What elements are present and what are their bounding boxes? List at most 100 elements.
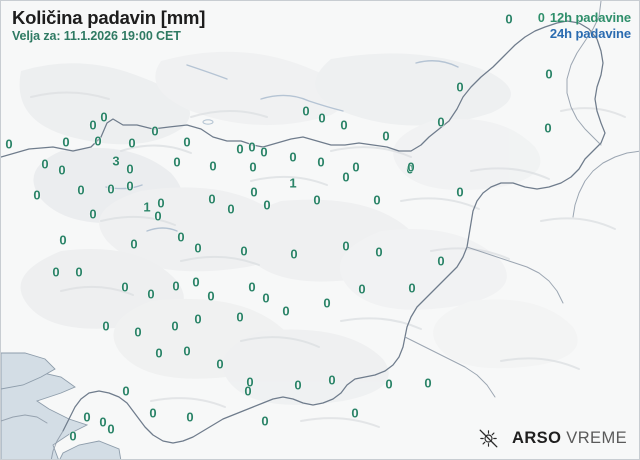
station-value: 0	[134, 324, 142, 340]
station-value: 1	[143, 199, 151, 215]
station-value: 0	[157, 195, 165, 211]
station-value: 0	[408, 280, 416, 296]
station-value: 0	[126, 178, 134, 194]
station-value: 0	[100, 109, 108, 125]
station-value: 0	[317, 154, 325, 170]
station-value: 0	[246, 374, 254, 390]
station-value: 0	[130, 236, 138, 252]
station-value: 0	[183, 134, 191, 150]
station-value: 0	[437, 114, 445, 130]
station-value: 0	[340, 117, 348, 133]
station-value: 0	[59, 232, 67, 248]
station-value: 0	[373, 192, 381, 208]
station-value: 0	[240, 243, 248, 259]
slovenia-border	[1, 20, 606, 444]
station-value: 0	[227, 201, 235, 217]
station-value: 0	[126, 161, 134, 177]
station-value: 0	[171, 318, 179, 334]
station-value: 0	[177, 229, 185, 245]
station-value: 0	[294, 377, 302, 393]
station-value: 0	[107, 181, 115, 197]
station-value: 0	[62, 134, 70, 150]
legend-label-24h: 24h padavine	[549, 25, 631, 41]
station-value: 0	[437, 253, 445, 269]
station-value: 0	[248, 279, 256, 295]
station-value: 0	[33, 187, 41, 203]
legend-item-24h: 0 24h padavine	[538, 26, 631, 42]
station-value: 0	[290, 246, 298, 262]
station-value: 0	[261, 413, 269, 429]
station-value: 0	[358, 281, 366, 297]
station-value: 0	[192, 274, 200, 290]
station-value: 0	[236, 141, 244, 157]
station-value: 0	[302, 103, 310, 119]
station-value: 0	[244, 383, 252, 399]
station-value: 0	[102, 318, 110, 334]
station-value: 0	[147, 286, 155, 302]
legend-label-12h: 12h padavine	[549, 10, 631, 25]
station-value: 0	[263, 197, 271, 213]
station-value: 0	[89, 117, 97, 133]
station-value: 0	[236, 309, 244, 325]
station-value: 0	[342, 238, 350, 254]
station-value: 0	[99, 414, 107, 430]
station-value: 0	[544, 120, 552, 136]
station-value: 0	[424, 375, 432, 391]
station-value: 0	[406, 161, 414, 177]
legend: 0 12h padavine 0 24h padavine	[538, 10, 631, 42]
station-value: 0	[351, 405, 359, 421]
station-value: 0	[209, 158, 217, 174]
station-value: 0	[94, 133, 102, 149]
station-value: 0	[194, 311, 202, 327]
sea-bay	[59, 440, 122, 459]
station-value: 0	[154, 208, 162, 224]
station-value: 0	[250, 184, 258, 200]
station-value: 0	[89, 206, 97, 222]
legend-item-12h: 0 12h padavine	[538, 10, 631, 26]
station-value: 0	[151, 123, 159, 139]
station-value: 0	[352, 159, 360, 175]
brand-text: ARSO VREME	[512, 429, 627, 448]
lake-bled	[202, 119, 214, 125]
station-value: 0	[172, 278, 180, 294]
station-value: 0	[75, 264, 83, 280]
station-value: 0	[342, 169, 350, 185]
station-value: 0	[69, 428, 77, 444]
station-value: 0	[249, 159, 257, 175]
brand-arso: ARSO	[512, 429, 562, 447]
station-value: 0	[5, 136, 13, 152]
station-value: 0	[121, 279, 129, 295]
station-value: 0	[282, 303, 290, 319]
station-value: 0	[289, 149, 297, 165]
legend-swatch-24h: 0	[538, 27, 545, 42]
station-value: 0	[375, 244, 383, 260]
station-value: 0	[328, 372, 336, 388]
station-value: 0	[313, 192, 321, 208]
station-value: 0	[318, 110, 326, 126]
arso-vreme-logo: ARSO VREME	[478, 428, 627, 449]
station-value: 0	[107, 421, 115, 437]
station-value: 0	[41, 156, 49, 172]
rivers	[105, 60, 459, 232]
terrain-ridges	[30, 91, 626, 428]
station-value: 0	[545, 66, 553, 82]
station-value: 0	[262, 290, 270, 306]
station-value: 3	[112, 153, 120, 169]
legend-swatch-12h: 0	[537, 11, 545, 25]
station-value: 0	[207, 288, 215, 304]
station-value: 0	[248, 139, 256, 155]
station-value: 0	[122, 383, 130, 399]
station-value: 0	[385, 376, 393, 392]
station-value: 0	[505, 11, 513, 27]
sun-icon	[479, 429, 498, 448]
station-value: 0	[208, 191, 216, 207]
brand-vreme: VREME	[561, 429, 627, 447]
station-value: 0	[77, 182, 85, 198]
station-value: 0	[194, 240, 202, 256]
sea-inlet-upper	[1, 352, 56, 390]
station-value: 0	[456, 79, 464, 95]
station-value: 0	[128, 135, 136, 151]
station-value: 0	[323, 295, 331, 311]
